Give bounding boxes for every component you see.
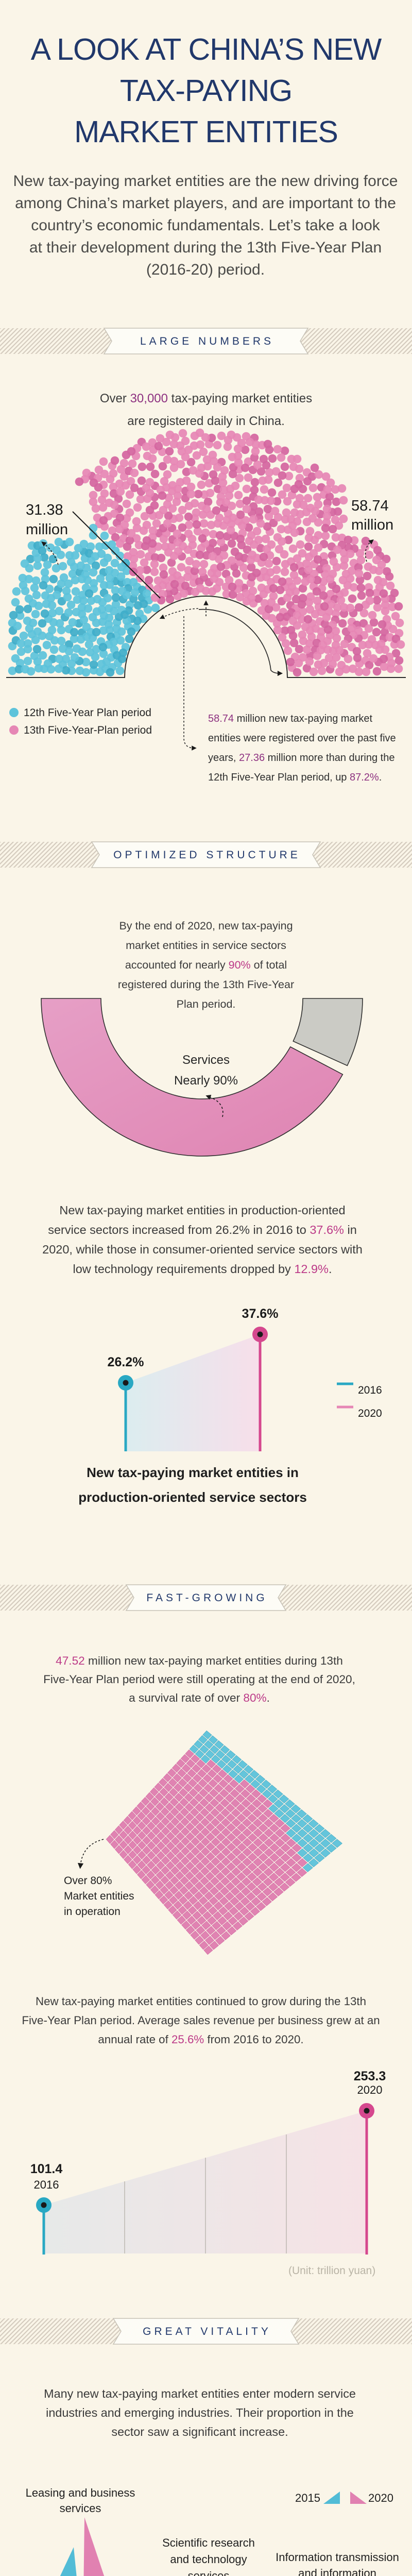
svg-text:GREAT VITALITY: GREAT VITALITY — [143, 2326, 271, 2337]
svg-text:LARGE NUMBERS: LARGE NUMBERS — [140, 335, 274, 347]
svg-text:OPTIMIZED STRUCTURE: OPTIMIZED STRUCTURE — [113, 849, 301, 861]
svg-text:FAST-GROWING: FAST-GROWING — [146, 1592, 267, 1604]
